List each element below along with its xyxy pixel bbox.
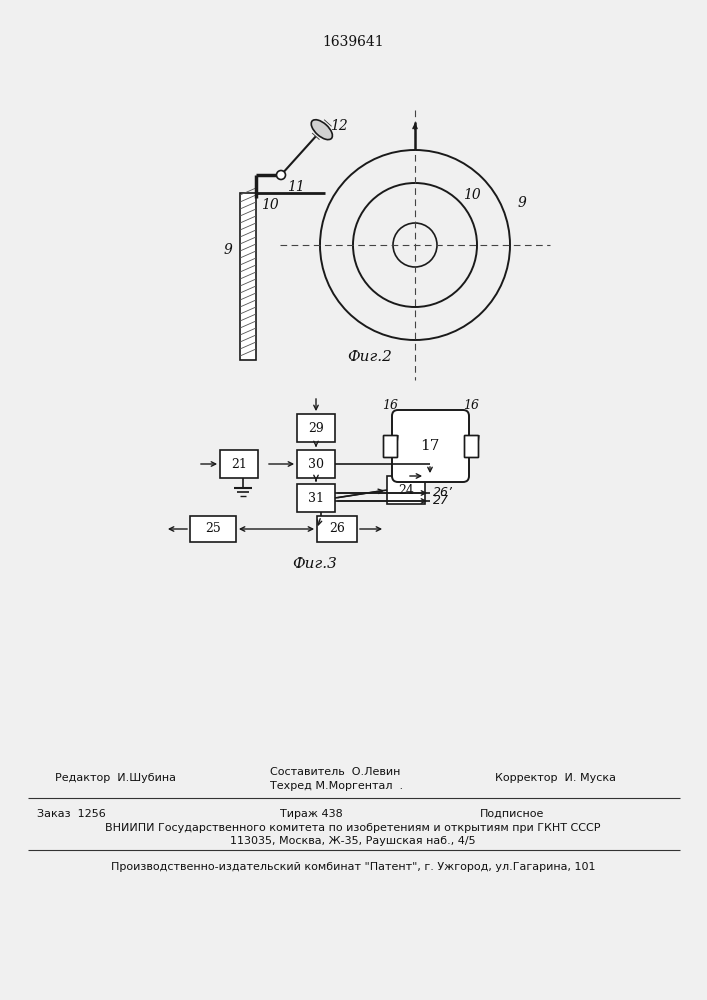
Text: 1639641: 1639641 [322, 35, 384, 49]
Bar [383, 435, 397, 457]
Text: Техред М.Моргентал  .: Техред М.Моргентал . [270, 781, 403, 791]
Text: 9: 9 [223, 243, 232, 257]
Bar [240, 193, 256, 360]
Text: 25: 25 [205, 522, 221, 536]
Text: ВНИИПИ Государственного комитета по изобретениям и открытиям при ГКНТ СССР: ВНИИПИ Государственного комитета по изоб… [105, 823, 601, 833]
Text: 16: 16 [382, 399, 398, 412]
Bar [190, 516, 236, 542]
Circle shape [276, 170, 286, 180]
FancyBboxPatch shape [392, 410, 469, 482]
Text: 24: 24 [398, 484, 414, 496]
Text: 31: 31 [308, 491, 324, 504]
Text: 21: 21 [231, 458, 247, 471]
Text: 12: 12 [329, 119, 348, 133]
Bar [383, 435, 397, 457]
Text: 29: 29 [308, 422, 324, 434]
Text: Корректор  И. Муска: Корректор И. Муска [495, 773, 616, 783]
Bar [297, 484, 335, 512]
Text: Составитель  О.Левин: Составитель О.Левин [270, 767, 400, 777]
Text: 26: 26 [329, 522, 345, 536]
Text: 17: 17 [421, 439, 440, 453]
Bar [297, 414, 335, 442]
Text: Производственно-издательский комбинат "Патент", г. Ужгород, ул.Гагарина, 101: Производственно-издательский комбинат "П… [111, 862, 595, 872]
Text: Фиг.2: Фиг.2 [348, 350, 392, 364]
Bar [387, 476, 425, 504]
Text: 30: 30 [308, 458, 324, 471]
Bar [464, 435, 478, 457]
Text: 16: 16 [463, 399, 479, 412]
Bar [464, 435, 478, 457]
Text: 10: 10 [463, 188, 481, 202]
Text: 27: 27 [433, 494, 449, 508]
Bar [220, 450, 258, 478]
Ellipse shape [311, 120, 332, 140]
Text: 113035, Москва, Ж-35, Раушская наб., 4/5: 113035, Москва, Ж-35, Раушская наб., 4/5 [230, 836, 476, 846]
Text: 9: 9 [518, 196, 527, 210]
Bar [317, 516, 357, 542]
Text: Редактор  И.Шубина: Редактор И.Шубина [55, 773, 176, 783]
Text: 26’: 26’ [433, 487, 453, 499]
Text: 11: 11 [287, 180, 305, 194]
Text: Подписное: Подписное [480, 809, 544, 819]
Text: Тираж 438: Тираж 438 [280, 809, 343, 819]
Text: Фиг.3: Фиг.3 [293, 557, 337, 571]
Text: Заказ  1256: Заказ 1256 [37, 809, 106, 819]
Bar [297, 450, 335, 478]
Text: 10: 10 [261, 198, 279, 212]
